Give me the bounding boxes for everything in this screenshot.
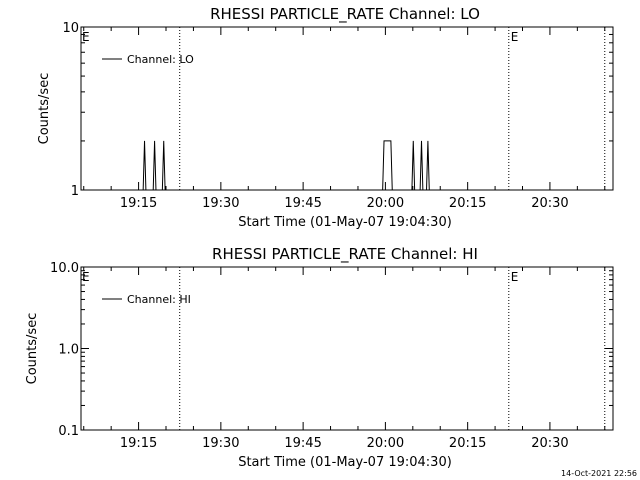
- event-marker-label: E: [511, 30, 519, 44]
- y-tick-label: 10.0: [50, 261, 79, 276]
- y-tick-label: 10: [62, 21, 79, 36]
- chart-title: RHESSI PARTICLE_RATE Channel: LO: [210, 5, 480, 24]
- x-tick-label: 19:15: [120, 436, 157, 451]
- x-tick-label: 20:00: [367, 436, 404, 451]
- chart-panel-1: RHESSI PARTICLE_RATE Channel: HI 19:15 19:…: [25, 245, 614, 470]
- x-tick-label: 20:15: [449, 436, 486, 451]
- start-marker-label: E: [82, 30, 90, 44]
- x-tick-label: 19:30: [202, 436, 239, 451]
- legend-label: Channel: HI: [127, 293, 191, 306]
- y-tick-label: 1: [71, 184, 79, 199]
- x-tick-label: 20:30: [531, 436, 568, 451]
- y-tick-label: 1.0: [58, 343, 79, 358]
- x-tick-label: 19:45: [284, 436, 321, 451]
- x-axis-label: Start Time (01-May-07 19:04:30): [238, 455, 452, 470]
- x-tick-label: 19:30: [202, 196, 239, 211]
- y-axis-label: Counts/sec: [37, 73, 52, 145]
- x-tick-label: 20:15: [449, 196, 486, 211]
- chart-panel-0: RHESSI PARTICLE_RATE Channel: LO 19:15 19:…: [37, 5, 614, 230]
- x-tick-label: 20:30: [531, 196, 568, 211]
- legend-label: Channel: LO: [127, 53, 194, 66]
- series-line-0: [81, 140, 613, 191]
- plot-frame: [80, 26, 614, 191]
- plot-frame: [80, 266, 614, 431]
- y-tick-label: 0.1: [58, 424, 79, 439]
- x-tick-label: 19:15: [120, 196, 157, 211]
- start-marker-label: E: [82, 270, 90, 284]
- event-marker-label: E: [511, 270, 519, 284]
- x-tick-label: 20:00: [367, 196, 404, 211]
- y-axis-label: Counts/sec: [25, 313, 40, 385]
- x-axis-label: Start Time (01-May-07 19:04:30): [238, 215, 452, 230]
- x-tick-label: 19:45: [284, 196, 321, 211]
- plot-date-stamp: 14-Oct-2021 22:56: [561, 469, 637, 478]
- chart-title: RHESSI PARTICLE_RATE Channel: HI: [212, 245, 478, 264]
